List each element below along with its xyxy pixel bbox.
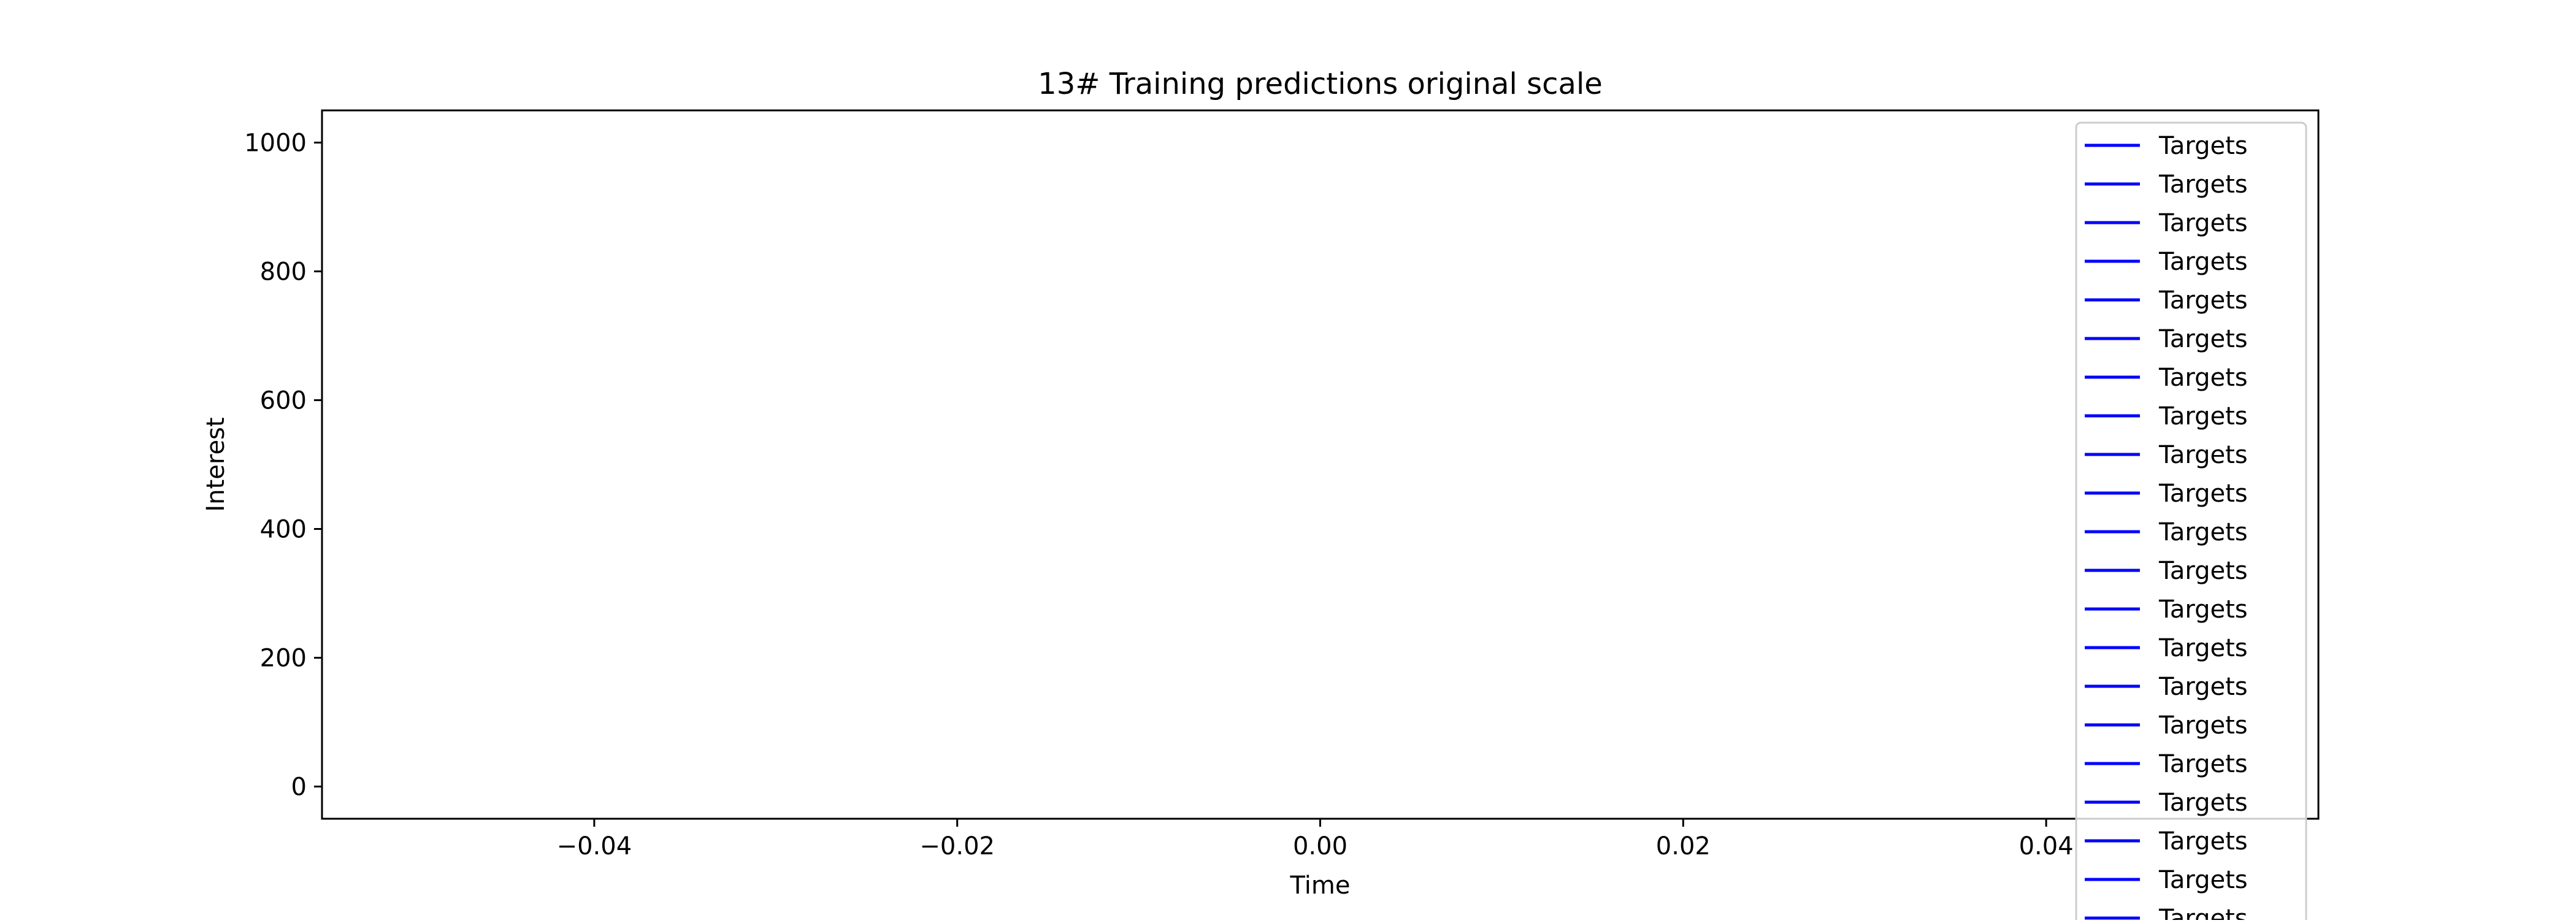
x-axis-label: Time [1290,871,1351,900]
y-axis-label: Interest [202,417,230,511]
legend-entry-label: Targets [2158,248,2248,276]
x-tick-label: 0.04 [2019,832,2074,860]
legend-entry-label: Targets [2158,673,2248,701]
legend-entry-label: Targets [2158,364,2248,392]
y-tick-label: 400 [260,516,307,544]
x-axis: −0.04 −0.02 0.00 0.02 0.04 [557,819,2074,860]
legend-entry-label: Targets [2158,170,2248,199]
legend-entry-label: Targets [2158,789,2248,817]
legend-entry-label: Targets [2158,827,2248,856]
legend-entry-label: Targets [2158,441,2248,469]
legend-entry-label: Targets [2158,866,2248,894]
legend-entry-label: Targets [2158,209,2248,237]
legend-entry-label: Targets [2158,480,2248,508]
y-tick-label: 0 [291,773,307,802]
x-tick-label: 0.00 [1293,832,1347,860]
legend-entry-label: Targets [2158,711,2248,740]
legend-entry-label: Targets [2158,596,2248,624]
legend-box [2075,121,2307,923]
chart-title: 13# Training predictions original scale [1038,67,1603,101]
legend-entry-label: Targets [2158,132,2248,160]
legend-entry-label: Targets [2158,557,2248,585]
legend-entry-label: Targets [2158,634,2248,662]
plot-area [322,110,2318,819]
y-tick-label: 600 [260,387,307,415]
legend-entry-label: Targets [2158,518,2248,546]
legend-entry-label: Targets [2158,905,2248,920]
legend-entry-label: Targets [2158,286,2248,315]
x-tick-label: −0.04 [557,832,632,860]
legend-entry-label: Targets [2158,402,2248,431]
legend-entry-label: Targets [2158,325,2248,353]
y-tick-label: 200 [260,645,307,673]
legend: Targets Targets Targets Targets Targets Targe… [2075,121,2307,923]
x-tick-label: 0.02 [1656,832,1711,860]
y-tick-label: 1000 [244,129,307,158]
y-tick-label: 800 [260,258,307,286]
plot-frame [321,109,2320,820]
legend-entry-label: Targets [2158,750,2248,778]
x-tick-label: −0.02 [919,832,995,860]
y-axis: 0 200 400 600 800 1000 [244,129,322,802]
